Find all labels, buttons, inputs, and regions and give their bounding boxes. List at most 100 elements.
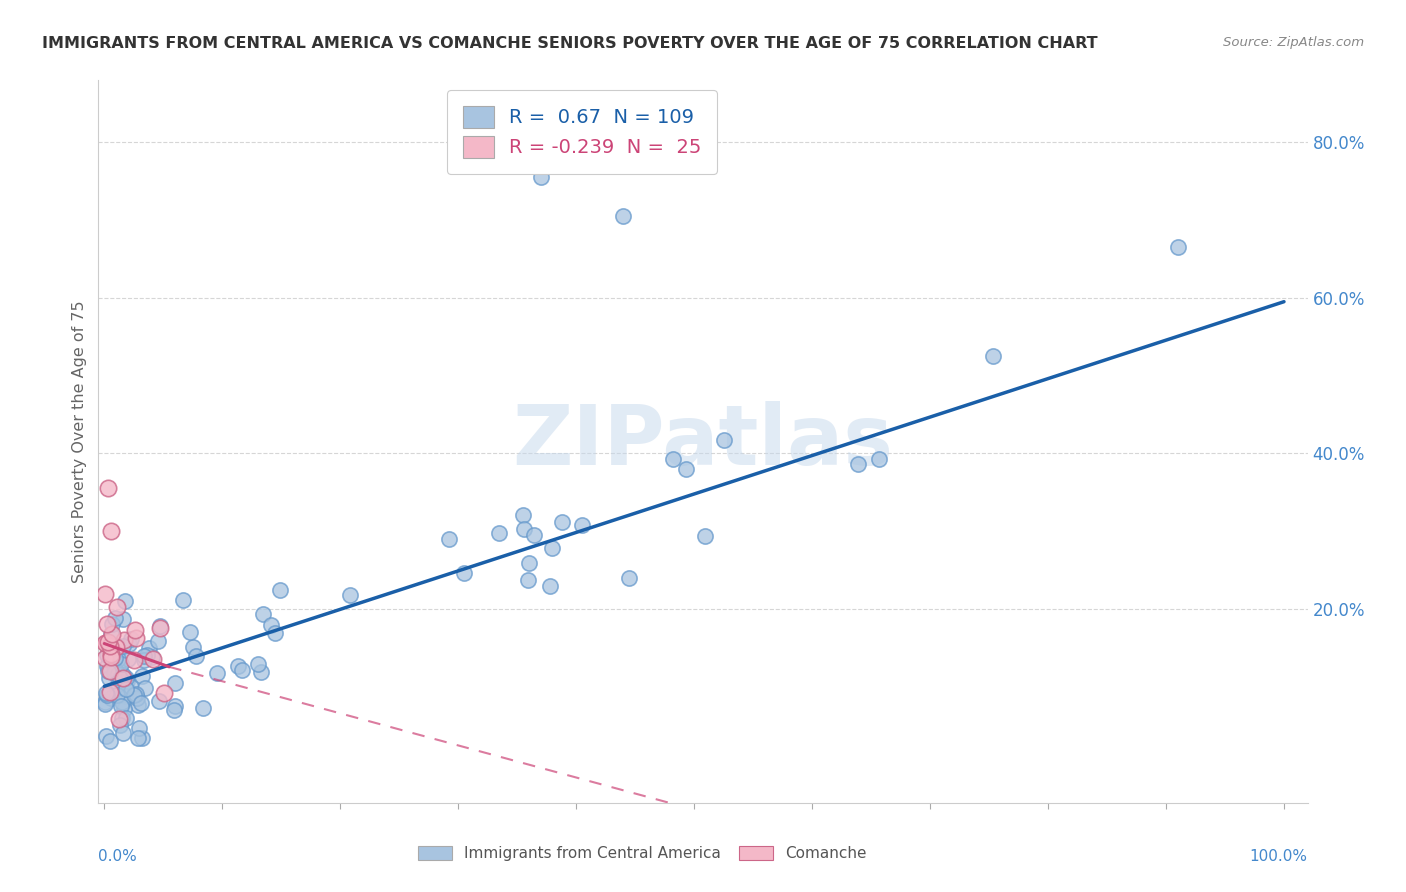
- Point: [104, 610, 127, 624]
- Point: [100, 690, 122, 705]
- Point: [101, 616, 124, 631]
- Point: [131, 669, 153, 683]
- Point: [512, 508, 534, 522]
- Point: [134, 653, 156, 667]
- Point: [97, 635, 120, 649]
- Legend: Immigrants from Central America, Comanche: Immigrants from Central America, Comanch…: [412, 839, 873, 867]
- Point: [111, 668, 134, 682]
- Point: [103, 688, 125, 702]
- Point: [179, 624, 201, 639]
- Text: IMMIGRANTS FROM CENTRAL AMERICA VS COMANCHE SENIORS POVERTY OVER THE AGE OF 75 C: IMMIGRANTS FROM CENTRAL AMERICA VS COMAN…: [42, 36, 1098, 51]
- Point: [107, 661, 129, 675]
- Point: [114, 689, 136, 703]
- Point: [517, 556, 540, 570]
- Point: [142, 651, 165, 665]
- Point: [149, 621, 172, 635]
- Point: [124, 623, 146, 637]
- Point: [517, 573, 540, 587]
- Point: [100, 524, 122, 538]
- Point: [115, 711, 138, 725]
- Point: [94, 635, 117, 649]
- Point: [228, 659, 250, 673]
- Point: [129, 696, 152, 710]
- Point: [115, 673, 138, 688]
- Point: [141, 650, 163, 665]
- Point: [103, 666, 125, 681]
- Point: [110, 698, 132, 713]
- Point: [112, 702, 135, 716]
- Point: [134, 681, 156, 695]
- Point: [264, 626, 287, 640]
- Point: [848, 457, 870, 471]
- Point: [96, 729, 118, 743]
- Point: [252, 607, 274, 621]
- Point: [136, 648, 159, 662]
- Point: [538, 579, 561, 593]
- Point: [111, 711, 134, 725]
- Point: [111, 612, 134, 626]
- Point: [101, 640, 124, 654]
- Point: [100, 649, 122, 664]
- Point: [115, 681, 138, 696]
- Point: [120, 681, 142, 695]
- Point: [127, 731, 149, 745]
- Point: [105, 599, 128, 614]
- Point: [488, 525, 510, 540]
- Point: [110, 657, 132, 671]
- Point: [96, 616, 118, 631]
- Point: [104, 663, 127, 677]
- Point: [98, 639, 121, 653]
- Point: [112, 632, 135, 647]
- Point: [128, 722, 150, 736]
- Point: [107, 667, 129, 681]
- Point: [134, 649, 156, 664]
- Point: [125, 691, 148, 706]
- Point: [111, 695, 134, 709]
- Point: [111, 671, 134, 685]
- Point: [163, 703, 186, 717]
- Point: [107, 652, 129, 666]
- Point: [112, 668, 135, 682]
- Point: [94, 587, 117, 601]
- Point: [100, 627, 122, 641]
- Text: 0.0%: 0.0%: [98, 849, 138, 863]
- Point: [97, 481, 120, 495]
- Point: [249, 665, 271, 680]
- Point: [1167, 240, 1189, 254]
- Point: [165, 699, 187, 714]
- Point: [100, 627, 122, 641]
- Point: [127, 698, 149, 713]
- Point: [437, 532, 460, 546]
- Point: [453, 566, 475, 580]
- Point: [149, 619, 172, 633]
- Point: [117, 652, 139, 666]
- Point: [981, 349, 1004, 363]
- Point: [122, 688, 145, 702]
- Point: [112, 639, 135, 653]
- Point: [97, 672, 120, 686]
- Point: [522, 528, 544, 542]
- Point: [661, 452, 683, 467]
- Point: [94, 651, 117, 665]
- Point: [146, 634, 169, 648]
- Point: [205, 665, 228, 680]
- Point: [184, 648, 207, 663]
- Point: [96, 659, 118, 673]
- Point: [100, 647, 122, 661]
- Point: [98, 685, 121, 699]
- Point: [94, 636, 117, 650]
- Point: [98, 733, 121, 747]
- Point: [122, 653, 145, 667]
- Point: [105, 688, 128, 702]
- Point: [120, 632, 142, 647]
- Point: [148, 694, 170, 708]
- Point: [551, 515, 574, 529]
- Point: [269, 582, 291, 597]
- Point: [131, 731, 153, 745]
- Point: [339, 588, 361, 602]
- Point: [105, 640, 128, 654]
- Point: [108, 713, 131, 727]
- Point: [94, 695, 117, 709]
- Point: [138, 640, 160, 655]
- Point: [118, 637, 141, 651]
